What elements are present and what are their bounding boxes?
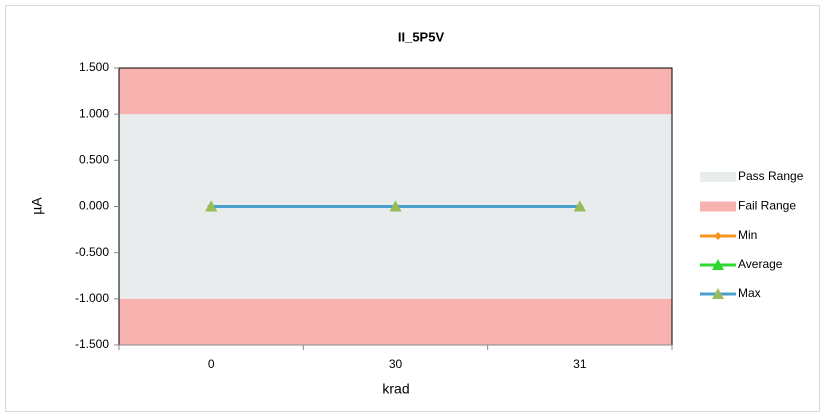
legend-marker [714,232,722,240]
legend-swatch [700,172,736,182]
y-tick-label: 0.000 [79,199,109,213]
y-tick-label: -1.500 [75,337,109,351]
legend-label: Fail Range [738,199,796,213]
x-axis-label: krad [382,381,409,397]
series-marker [573,200,586,212]
legend-marker [712,288,724,299]
x-tick-label: 0 [208,357,215,371]
legend-label: Average [738,257,783,271]
x-tick-label: 31 [573,357,587,371]
legend-label: Min [738,228,757,242]
series-marker [389,200,402,212]
legend-label: Pass Range [738,169,804,183]
legend-swatch [700,201,736,212]
y-tick-label: 1.000 [79,106,109,120]
x-tick-label: 30 [389,357,403,371]
y-tick-label: 1.500 [79,60,109,74]
series-marker [205,200,218,212]
range-band [119,68,672,115]
legend-marker [712,259,724,270]
y-tick-label: -0.500 [75,245,109,259]
legend-label: Max [738,286,761,300]
range-band [119,298,672,345]
y-tick-label: -1.000 [75,291,109,305]
chart-title: II_5P5V [398,29,445,44]
y-axis-label: µA [29,197,45,215]
y-tick-label: 0.500 [79,153,109,167]
